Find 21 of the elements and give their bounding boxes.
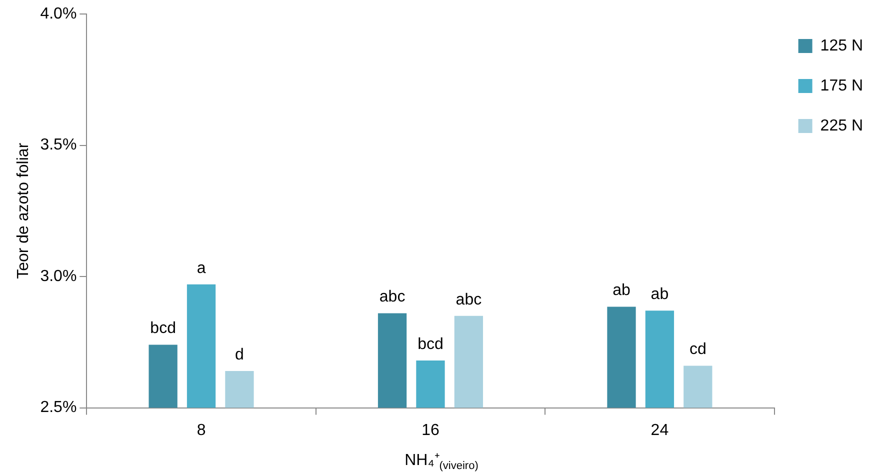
y-tick-label: 2.5% bbox=[40, 399, 77, 416]
data-label: bcd bbox=[418, 336, 444, 353]
x-tick-label: 8 bbox=[196, 422, 206, 439]
data-label: ab bbox=[612, 282, 630, 300]
y-tick-label: 3.5% bbox=[40, 136, 77, 154]
y-axis-title: Teor de azoto foliar bbox=[15, 142, 32, 279]
data-label: ab bbox=[650, 286, 669, 304]
x-tick-label: 16 bbox=[422, 422, 440, 439]
legend-label: 225 N bbox=[820, 117, 864, 134]
y-tick-label: 3.0% bbox=[40, 268, 77, 285]
data-label: abc bbox=[456, 291, 482, 308]
data-label: a bbox=[196, 260, 206, 277]
legend-label: 175 N bbox=[820, 77, 864, 94]
data-label: d bbox=[235, 346, 244, 364]
x-axis-title: NH₄⁺$_{(viveiro)}$ bbox=[404, 451, 480, 472]
x-tick-label: 24 bbox=[650, 422, 669, 439]
data-label: abc bbox=[379, 288, 406, 306]
data-label: bcd bbox=[150, 320, 176, 338]
y-tick-label: 4.0% bbox=[40, 5, 77, 22]
data-label: cd bbox=[689, 341, 706, 358]
legend-label: 125 N bbox=[820, 37, 864, 54]
